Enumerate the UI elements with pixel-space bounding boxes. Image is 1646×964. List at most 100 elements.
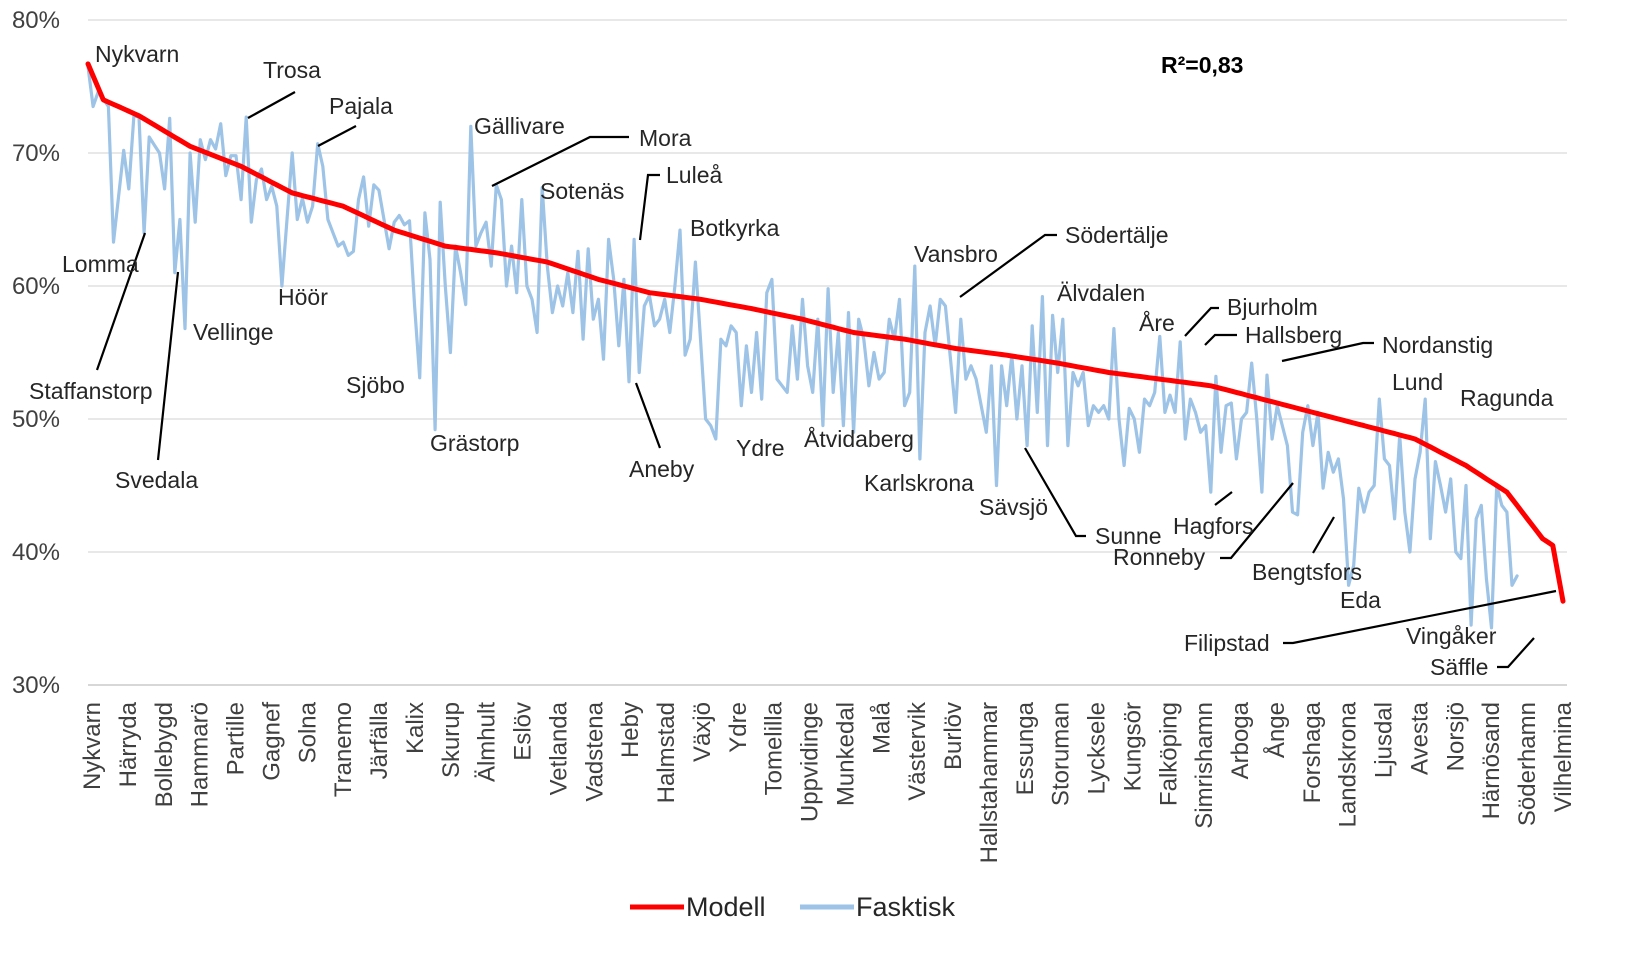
x-tick-label: Bollebygd bbox=[151, 702, 178, 807]
x-tick-label: Hallstahammar bbox=[976, 702, 1003, 863]
annotation-label: Bjurholm bbox=[1227, 294, 1318, 320]
x-tick-label: Härnösand bbox=[1478, 702, 1505, 819]
annotation-label: Svedala bbox=[115, 467, 198, 493]
annotation-label: Sunne bbox=[1095, 523, 1162, 549]
x-tick-label: Vetlanda bbox=[545, 701, 572, 795]
x-tick-label: Tomelilla bbox=[761, 701, 788, 795]
x-tick-label: Vilhelmina bbox=[1550, 701, 1577, 812]
annotation-label: Åre bbox=[1139, 309, 1175, 336]
x-tick-label: Simrishamn bbox=[1191, 702, 1218, 829]
legend-label-modell: Modell bbox=[686, 892, 766, 922]
x-tick-label: Eslöv bbox=[510, 702, 537, 761]
annotation-label: Nordanstig bbox=[1382, 332, 1493, 358]
series-line-modell bbox=[85, 61, 1566, 604]
x-tick-label: Solna bbox=[294, 701, 321, 763]
x-tick-label: Munkedal bbox=[832, 702, 859, 806]
annotation-label: Ydre bbox=[736, 435, 785, 461]
annotation-leader bbox=[1281, 341, 1374, 363]
annotation-label: Hallsberg bbox=[1245, 322, 1342, 348]
annotation-label: Vingåker bbox=[1406, 623, 1497, 649]
x-tick-label: Härryda bbox=[115, 701, 142, 787]
annotation-label: Botkyrka bbox=[690, 215, 780, 241]
x-tick-label: Vadstena bbox=[581, 701, 608, 801]
y-tick-label: 50% bbox=[12, 406, 60, 433]
x-tick-label: Ydre bbox=[725, 702, 752, 753]
annotation-leader bbox=[317, 125, 357, 147]
r-squared-label: R²=0,83 bbox=[1161, 52, 1243, 78]
annotation-label: Ragunda bbox=[1460, 385, 1554, 411]
annotation-leader bbox=[247, 91, 296, 119]
y-tick-label: 40% bbox=[12, 539, 60, 566]
legend: Modell Fasktisk bbox=[630, 892, 956, 922]
annotation-label: Höör bbox=[278, 284, 328, 310]
annotation-label: Gällivare bbox=[474, 113, 565, 139]
x-tick-label: Ljusdal bbox=[1371, 702, 1398, 778]
x-tick-label: Skurup bbox=[438, 702, 465, 778]
x-tick-label: Forshaga bbox=[1299, 701, 1326, 803]
annotation-label: Lomma bbox=[62, 251, 139, 277]
annotation-label: Lund bbox=[1392, 369, 1443, 395]
x-axis: Nykvarn Härryda Bollebygd Hammarö Partille Ga… bbox=[79, 701, 1577, 863]
annotation-leader bbox=[1184, 306, 1219, 337]
x-tick-label: Landskrona bbox=[1335, 701, 1362, 827]
legend-label-fasktisk: Fasktisk bbox=[856, 892, 956, 922]
annotation-label: Eda bbox=[1340, 587, 1381, 613]
annotation-label: Karlskrona bbox=[864, 470, 974, 496]
x-tick-label: Arboga bbox=[1227, 701, 1254, 779]
x-tick-label: Storuman bbox=[1048, 702, 1075, 806]
x-tick-label: Partille bbox=[223, 702, 250, 775]
y-tick-label: 30% bbox=[12, 672, 60, 699]
annotation-label: Luleå bbox=[666, 162, 722, 188]
annotation-leader bbox=[959, 233, 1057, 298]
annotation-label: Staffanstorp bbox=[29, 378, 153, 404]
annotation-label: Säffle bbox=[1430, 654, 1488, 680]
annotation-label: Trosa bbox=[263, 57, 321, 83]
x-tick-label: Söderhamn bbox=[1514, 702, 1541, 826]
annotation-leader-lines bbox=[95, 91, 1557, 669]
x-tick-label: Burlöv bbox=[940, 702, 967, 770]
annotation-label: Vellinge bbox=[193, 319, 274, 345]
annotation-leader bbox=[1214, 491, 1233, 506]
annotation-label: Ronneby bbox=[1113, 544, 1206, 570]
annotation-leader bbox=[491, 135, 629, 187]
x-tick-label: Nykvarn bbox=[79, 702, 106, 790]
annotation-leader bbox=[1312, 516, 1335, 554]
y-tick-label: 60% bbox=[12, 273, 60, 300]
y-axis: 30% 40% 50% 60% 70% 80% bbox=[12, 7, 60, 699]
annotation-label: Bengtsfors bbox=[1252, 559, 1362, 585]
x-tick-label: Gagnef bbox=[258, 702, 285, 781]
series-group bbox=[85, 61, 1566, 630]
annotation-leader bbox=[1024, 447, 1086, 538]
x-tick-label: Älmhult bbox=[474, 702, 501, 782]
x-tick-label: Ånge bbox=[1262, 702, 1290, 758]
x-tick-label: Växjö bbox=[689, 702, 716, 762]
annotation-label: Hagfors bbox=[1173, 513, 1254, 539]
annotation-labels: Nykvarn Trosa Pajala Gällivare Mora Sotenäs Lu… bbox=[29, 41, 1554, 680]
y-tick-label: 80% bbox=[12, 7, 60, 34]
annotation-label: Vansbro bbox=[914, 241, 998, 267]
annotation-leader bbox=[1220, 482, 1294, 560]
x-tick-label: Hammarö bbox=[187, 702, 214, 807]
x-tick-label: Lycksele bbox=[1084, 702, 1111, 794]
annotation-label: Sotenäs bbox=[540, 178, 624, 204]
x-tick-label: Kalix bbox=[402, 702, 429, 754]
x-tick-label: Uppvidinge bbox=[797, 702, 824, 822]
annotation-label: Åtvidaberg bbox=[804, 425, 914, 452]
x-tick-label: Halmstad bbox=[653, 702, 680, 803]
annotation-leader bbox=[1497, 637, 1535, 669]
annotation-leader bbox=[95, 232, 147, 371]
annotation-label: Södertälje bbox=[1065, 222, 1169, 248]
annotation-leader bbox=[1204, 333, 1237, 346]
annotation-label: Nykvarn bbox=[95, 41, 179, 67]
annotation-leader bbox=[156, 271, 180, 461]
annotation-label: Älvdalen bbox=[1057, 280, 1145, 306]
annotation-label: Sävsjö bbox=[979, 494, 1048, 520]
x-tick-label: Järfälla bbox=[366, 701, 393, 779]
annotation-label: Sjöbo bbox=[346, 372, 405, 398]
annotation-leader bbox=[634, 382, 662, 449]
gridlines bbox=[88, 19, 1567, 686]
annotation-leader bbox=[638, 173, 660, 241]
y-tick-label: 70% bbox=[12, 140, 60, 167]
x-tick-label: Kungsör bbox=[1119, 702, 1146, 791]
